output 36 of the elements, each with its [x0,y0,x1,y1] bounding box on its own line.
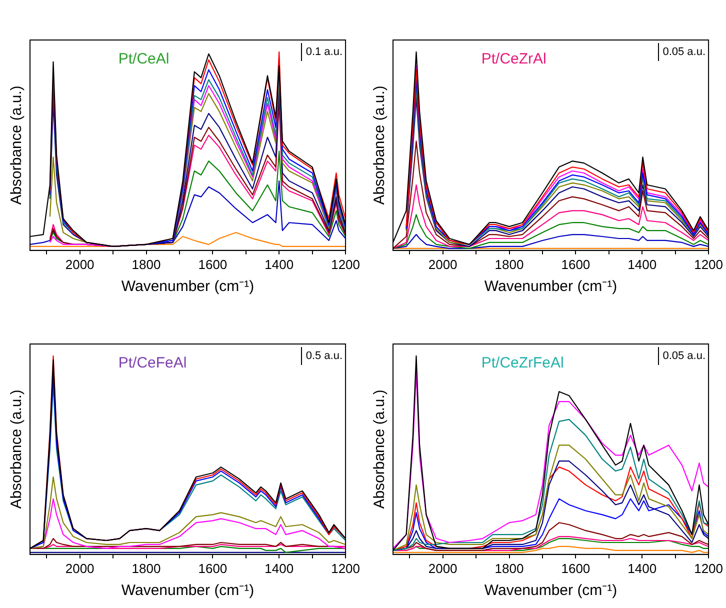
annotation: 0.5 a.u. [306,350,343,362]
x-tick-label: 1400 [264,560,294,576]
x-tick-label: 1200 [694,256,723,272]
x-tick-label: 1800 [494,256,524,272]
y-axis-title: Absorbance (a.u.) [8,86,26,205]
x-tick-label: 2000 [65,560,94,576]
x-axis-title: Wavenumber (cm⁻¹) [484,582,618,600]
y-axis-title: Absorbance (a.u.) [371,390,388,509]
y-axis-title: Absorbance (a.u.) [371,86,388,205]
chart-title: Pt/CeZrAl [481,50,546,68]
x-tick-label: 1400 [628,560,657,576]
chart-title: Pt/CeFeAl [118,354,187,372]
x-tick-label: 1200 [331,560,360,576]
x-tick-label: 1400 [628,256,657,272]
y-axis-title: Absorbance (a.u.) [8,390,26,509]
x-tick-label: 1600 [561,256,590,272]
x-axis-title: Wavenumber (cm⁻¹) [121,278,254,296]
x-tick-label: 1800 [132,560,161,576]
chart-title: Pt/CeZrFeAl [481,354,564,372]
x-tick-label: 1200 [694,560,723,576]
x-tick-label: 1800 [494,560,524,576]
x-tick-label: 2000 [428,560,458,576]
chart-title: Pt/CeAl [118,50,170,68]
x-tick-label: 1800 [132,256,161,272]
annotation: 0.1 a.u. [306,46,343,58]
x-tick-label: 2000 [65,256,94,272]
x-tick-label: 1600 [198,560,228,576]
x-axis-title: Wavenumber (cm⁻¹) [484,278,618,296]
annotation: 0.05 a.u. [662,350,706,362]
annotation: 0.05 a.u. [662,46,706,58]
x-tick-label: 1400 [264,256,294,272]
x-axis-title: Wavenumber (cm⁻¹) [121,582,254,600]
x-tick-label: 1600 [198,256,228,272]
x-tick-label: 1200 [331,256,360,272]
x-tick-label: 2000 [428,256,458,272]
x-tick-label: 1600 [561,560,590,576]
